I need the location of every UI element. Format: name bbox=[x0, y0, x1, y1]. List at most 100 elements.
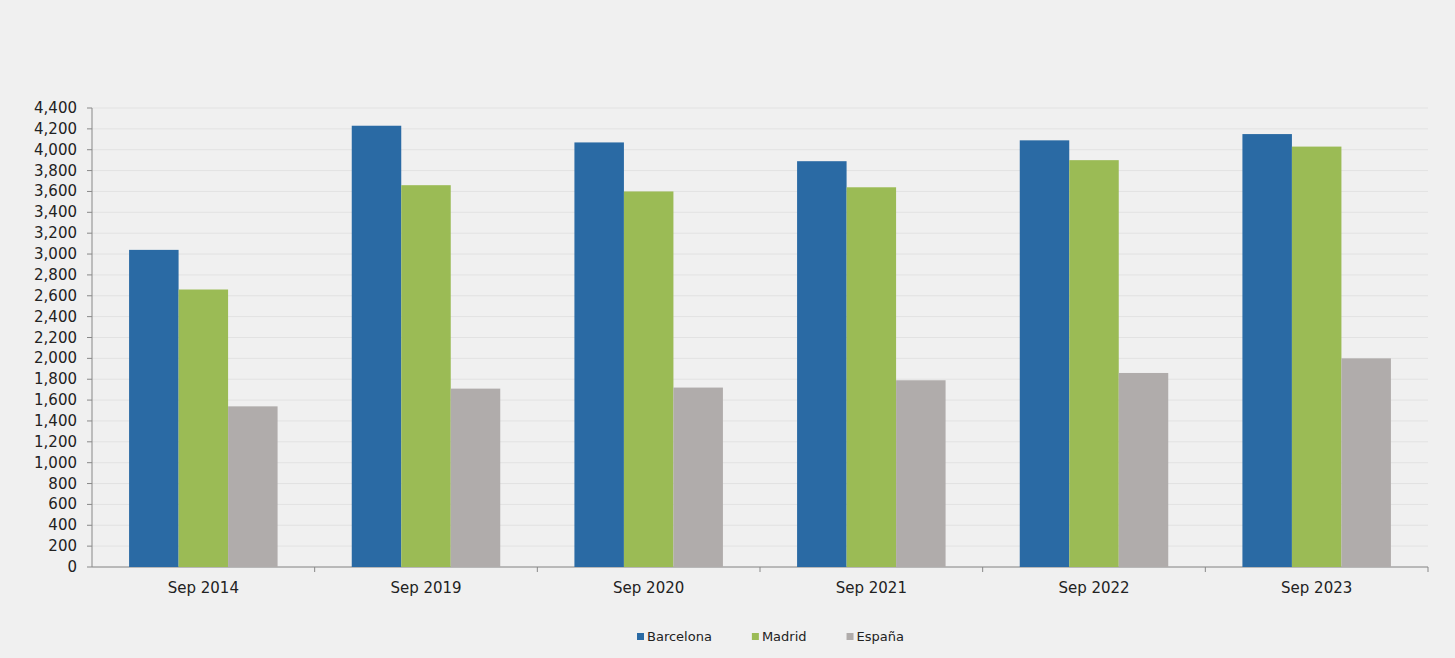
bar bbox=[451, 389, 501, 567]
bar bbox=[1020, 140, 1070, 567]
y-tick bbox=[87, 274, 92, 275]
y-tick-label: 1,600 bbox=[34, 391, 77, 409]
grid-line bbox=[92, 233, 1428, 234]
grid-line bbox=[92, 379, 1428, 380]
x-tick bbox=[537, 567, 538, 572]
y-axis bbox=[92, 108, 93, 567]
grid-line bbox=[92, 546, 1428, 547]
legend-swatch bbox=[752, 633, 759, 640]
y-tick bbox=[87, 170, 92, 171]
bar bbox=[1242, 134, 1292, 567]
y-tick-label: 3,600 bbox=[34, 182, 77, 200]
grid-line bbox=[92, 525, 1428, 526]
y-tick-label: 1,400 bbox=[34, 412, 77, 430]
grid-line bbox=[92, 191, 1428, 192]
bar bbox=[574, 142, 624, 567]
y-tick-label: 3,000 bbox=[34, 245, 77, 263]
y-tick-label: 3,200 bbox=[34, 224, 77, 242]
legend-label: Barcelona bbox=[647, 629, 712, 644]
y-tick bbox=[87, 462, 92, 463]
y-tick-label: 600 bbox=[48, 495, 77, 513]
y-tick-label: 4,200 bbox=[34, 120, 77, 138]
legend-label: España bbox=[857, 629, 904, 644]
y-tick bbox=[87, 567, 92, 568]
x-tick-label: Sep 2020 bbox=[613, 579, 684, 597]
grid-line bbox=[92, 254, 1428, 255]
grid-line bbox=[92, 274, 1428, 275]
y-tick-label: 2,800 bbox=[34, 266, 77, 284]
bar bbox=[1119, 373, 1169, 567]
y-tick bbox=[87, 254, 92, 255]
x-tick bbox=[1205, 567, 1206, 572]
y-tick bbox=[87, 295, 92, 296]
legend-swatch bbox=[847, 633, 854, 640]
bar bbox=[624, 191, 674, 567]
y-tick bbox=[87, 212, 92, 213]
grid-line bbox=[92, 337, 1428, 338]
y-tick-label: 800 bbox=[48, 475, 77, 493]
y-tick-label: 2,200 bbox=[34, 329, 77, 347]
y-tick-label: 1,200 bbox=[34, 433, 77, 451]
bar bbox=[797, 161, 847, 567]
legend: Barcelona Madrid España bbox=[637, 629, 904, 644]
y-tick bbox=[87, 525, 92, 526]
bar bbox=[401, 185, 451, 567]
x-tick bbox=[760, 567, 761, 572]
y-tick-label: 3,800 bbox=[34, 162, 77, 180]
y-tick bbox=[87, 504, 92, 505]
y-tick bbox=[87, 400, 92, 401]
y-tick bbox=[87, 420, 92, 421]
x-tick-label: Sep 2021 bbox=[836, 579, 907, 597]
y-tick bbox=[87, 108, 92, 109]
x-tick-label: Sep 2014 bbox=[168, 579, 239, 597]
y-tick-label: 4,000 bbox=[34, 141, 77, 159]
grid-line bbox=[92, 483, 1428, 484]
y-tick-label: 200 bbox=[48, 537, 77, 555]
y-tick bbox=[87, 483, 92, 484]
grid-line bbox=[92, 212, 1428, 213]
x-tick-label: Sep 2019 bbox=[390, 579, 461, 597]
grid-line bbox=[92, 358, 1428, 359]
grid-line bbox=[92, 400, 1428, 401]
bar bbox=[1341, 358, 1391, 567]
y-tick-label: 1,800 bbox=[34, 370, 77, 388]
bar bbox=[1069, 160, 1119, 567]
x-tick-label: Sep 2022 bbox=[1058, 579, 1129, 597]
bar bbox=[228, 406, 277, 567]
bar bbox=[847, 187, 897, 567]
chart-container: 0 200 400 600 800 1,000 1,200 1,400 1,600 1,800 2,… bbox=[0, 0, 1455, 658]
x-tick bbox=[1428, 567, 1429, 572]
grid-line bbox=[92, 504, 1428, 505]
y-tick bbox=[87, 337, 92, 338]
bar bbox=[896, 380, 946, 567]
y-tick-label: 2,400 bbox=[34, 308, 77, 326]
bar bbox=[179, 290, 229, 567]
legend-label: Madrid bbox=[762, 629, 807, 644]
y-tick bbox=[87, 191, 92, 192]
chart-svg: 0 200 400 600 800 1,000 1,200 1,400 1,600 1,800 2,… bbox=[0, 0, 1455, 658]
y-tick-label: 0 bbox=[67, 558, 77, 576]
grid-line bbox=[92, 316, 1428, 317]
y-tick-label: 4,400 bbox=[34, 99, 77, 117]
y-tick bbox=[87, 149, 92, 150]
bar bbox=[673, 388, 723, 567]
y-tick-label: 1,000 bbox=[34, 454, 77, 472]
grid-line bbox=[92, 149, 1428, 150]
grid-line bbox=[92, 170, 1428, 171]
y-tick bbox=[87, 128, 92, 129]
x-tick-label: Sep 2023 bbox=[1281, 579, 1352, 597]
y-tick bbox=[87, 233, 92, 234]
y-tick bbox=[87, 379, 92, 380]
y-tick-label: 2,000 bbox=[34, 349, 77, 367]
y-tick-label: 2,600 bbox=[34, 287, 77, 305]
bar bbox=[1292, 147, 1342, 567]
grid-line bbox=[92, 462, 1428, 463]
grid-line bbox=[92, 420, 1428, 421]
x-tick bbox=[314, 567, 315, 572]
legend-swatch bbox=[637, 633, 644, 640]
y-tick-label: 400 bbox=[48, 516, 77, 534]
grid-line bbox=[92, 295, 1428, 296]
grid-line bbox=[92, 441, 1428, 442]
y-tick-label: 3,400 bbox=[34, 203, 77, 221]
y-tick bbox=[87, 358, 92, 359]
